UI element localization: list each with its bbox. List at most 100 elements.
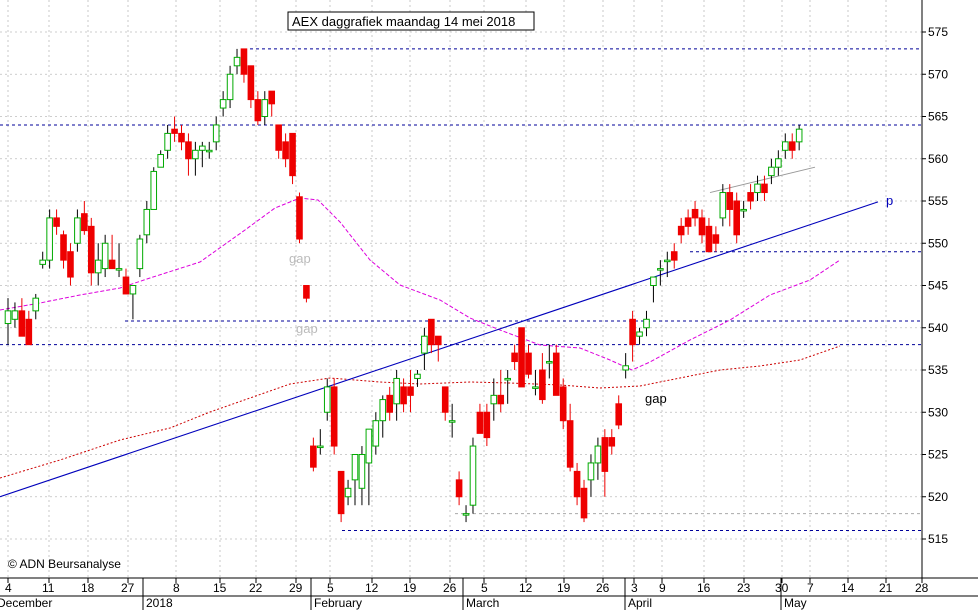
candle-body <box>386 394 393 413</box>
candle-body <box>372 420 380 447</box>
candle-down <box>67 243 74 286</box>
candle-up <box>233 48 241 75</box>
candle-body <box>87 225 95 274</box>
candle-down <box>525 344 532 379</box>
candle-up <box>4 298 12 345</box>
candle-up <box>261 91 269 125</box>
candle-body <box>428 318 435 346</box>
candle-body <box>400 386 407 405</box>
candle-body <box>178 132 185 143</box>
candle-down <box>580 479 588 523</box>
candle-body <box>490 394 498 405</box>
candle-down <box>615 395 623 430</box>
candle-down <box>268 90 276 117</box>
trendline-upper <box>709 166 816 194</box>
candle-down <box>552 344 560 396</box>
month-label: April <box>628 596 652 610</box>
candle-body <box>379 399 387 422</box>
candle-up <box>754 175 761 201</box>
candle-body <box>768 166 775 177</box>
x-tick-label: 15 <box>213 581 227 595</box>
candle-up <box>157 150 164 168</box>
copyright-text: © ADN Beursanalyse <box>8 557 121 571</box>
x-tick-label: 5 <box>327 581 334 595</box>
candle-body <box>150 170 158 210</box>
candle-up <box>587 454 595 497</box>
candle-up <box>546 344 553 379</box>
x-tick-label: 22 <box>249 581 263 595</box>
candle-down <box>254 91 262 125</box>
candle-body <box>122 276 130 295</box>
candle-down <box>282 133 289 168</box>
candle-up <box>532 370 539 396</box>
candle-body <box>421 335 428 354</box>
candle-body <box>795 128 803 143</box>
candle-down <box>559 378 567 430</box>
y-tick-label: 520 <box>928 490 948 504</box>
y-tick-label: 560 <box>928 152 948 166</box>
candle-body <box>629 318 636 346</box>
candle-body <box>615 403 623 426</box>
y-tick-label: 555 <box>928 194 948 208</box>
candle-down <box>476 403 484 434</box>
candle-body <box>136 238 144 270</box>
candle-down <box>87 217 95 286</box>
gap-label-2: gap <box>296 321 318 336</box>
candle-down <box>275 124 282 159</box>
title-box <box>287 11 535 31</box>
candle-down <box>310 437 317 472</box>
candle-body <box>504 377 511 381</box>
candle-body <box>185 141 192 160</box>
candles <box>4 48 803 523</box>
candle-up <box>469 437 477 514</box>
candle-body <box>25 318 33 346</box>
candle-body <box>296 196 303 240</box>
candle-body <box>546 361 553 364</box>
candle-down <box>53 209 60 235</box>
candle-body <box>532 386 539 389</box>
y-tick-label: 515 <box>928 532 948 546</box>
candle-body <box>171 128 178 134</box>
candle-body <box>212 124 220 143</box>
candle-body <box>303 285 310 299</box>
candle-body <box>365 428 373 464</box>
month-label: May <box>784 596 807 610</box>
x-tick-label: 19 <box>557 581 571 595</box>
candle-down <box>60 230 67 269</box>
candle-body <box>240 48 248 75</box>
candle-down <box>677 217 685 244</box>
candle-down <box>303 285 310 303</box>
candle-up <box>351 454 359 506</box>
candle-up <box>212 116 220 151</box>
candle-body <box>788 141 796 151</box>
candle-up <box>136 234 144 278</box>
candle-down <box>698 209 706 244</box>
x-tick-label: 4 <box>5 581 12 595</box>
candle-body <box>115 268 123 271</box>
candle-body <box>726 192 734 210</box>
candle-body <box>657 268 664 271</box>
candle-up <box>504 370 511 404</box>
candle-body <box>393 377 400 405</box>
x-tick-label: 16 <box>697 581 711 595</box>
candle-up <box>115 243 123 278</box>
candle-down <box>566 403 574 472</box>
candle-body <box>53 217 60 227</box>
y-tick-label: 525 <box>928 448 948 462</box>
candle-down <box>511 344 518 370</box>
candle-body <box>594 445 602 464</box>
candle-down <box>122 268 130 295</box>
moving-average-short <box>0 197 841 371</box>
candle-up <box>594 437 602 480</box>
candle-body <box>622 365 629 371</box>
candle-body <box>39 259 47 265</box>
candle-down <box>601 429 609 497</box>
candle-up <box>393 370 400 421</box>
candle-body <box>664 259 671 263</box>
x-tick-label: 21 <box>879 581 893 595</box>
candle-body <box>775 158 782 168</box>
candle-down <box>670 243 678 269</box>
candle-body <box>733 200 741 236</box>
x-tick-label: 5 <box>481 581 488 595</box>
